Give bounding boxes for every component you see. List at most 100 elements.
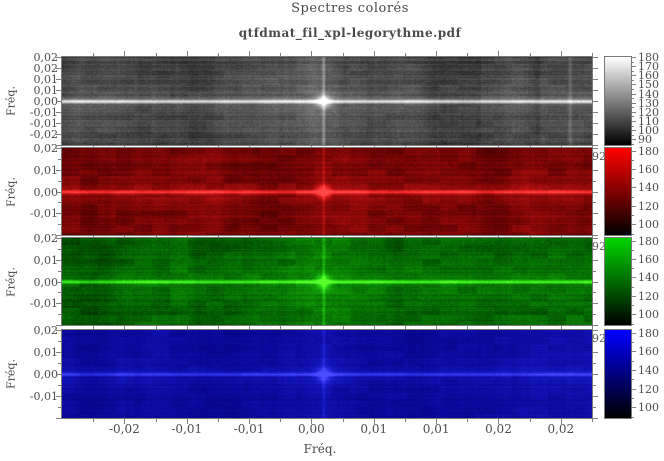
colorbar-tick (631, 98, 634, 99)
colorbar-tick (631, 94, 636, 95)
x-tick (498, 324, 499, 329)
x-tick-label: 0,01 (422, 422, 450, 436)
spectrogram-image-green (62, 238, 592, 325)
y-tick (58, 224, 61, 225)
colorbar-tick (631, 57, 636, 58)
x-tick (280, 326, 281, 329)
colorbar-tick (631, 187, 636, 188)
x-tick (311, 419, 312, 424)
y-tick (56, 57, 61, 58)
colorbar-tick (631, 305, 634, 306)
x-tick (530, 419, 531, 422)
figure-title: Spectres colorés (291, 1, 409, 16)
colorbar-tick-label: 160 (638, 345, 659, 358)
colorbar-tick-label: 170 (638, 60, 659, 73)
x-tick (405, 53, 406, 56)
colorbar-tick-label: 100 (638, 218, 659, 231)
colorbar-tick (631, 139, 636, 140)
y-tick (56, 303, 61, 304)
x-tick (436, 51, 437, 56)
y-tick-label: -0,01 (29, 390, 58, 403)
y-tick-label: 0,00 (33, 368, 59, 381)
x-tick-label: 0,01 (360, 422, 388, 436)
x-tick (311, 51, 312, 56)
y-tick (593, 134, 598, 135)
colorbar-tick (631, 80, 634, 81)
y-tick (56, 145, 61, 146)
colorbar-tick (631, 224, 636, 225)
x-tick (530, 326, 531, 329)
y-tick (56, 79, 61, 80)
colorbar-tick-label: 110 (638, 115, 659, 128)
x-tick (498, 51, 499, 56)
y-tick (593, 79, 598, 80)
y-tick (593, 181, 596, 182)
x-tick (561, 419, 562, 424)
y-tick (593, 192, 598, 193)
colorbar-tick (631, 84, 636, 85)
y-tick-label: 0,00 (33, 275, 59, 289)
y-tick (56, 352, 61, 353)
y-tick (593, 325, 598, 326)
colorbar-tick-label: 100 (638, 124, 659, 137)
y-tick (593, 303, 598, 304)
y-tick-label: -0,02 (29, 128, 58, 141)
y-axis-label: Fréq. (4, 86, 18, 116)
colorbar-tick (631, 126, 634, 127)
colorbar-tick-label: 140 (638, 271, 659, 284)
y-tick (56, 134, 61, 135)
y-tick (56, 213, 61, 214)
y-tick (593, 202, 596, 203)
colorbar-tick (631, 66, 636, 67)
colorbar-tick (631, 178, 634, 179)
x-tick (561, 324, 562, 329)
colorbar-tick (631, 287, 634, 288)
x-tick (156, 53, 157, 56)
y-tick (593, 235, 598, 236)
y-tick-label: 0,02 (33, 51, 59, 64)
y-tick (58, 249, 61, 250)
y-tick (56, 123, 61, 124)
colorbar-tick-label: 160 (638, 69, 659, 82)
y-tick (593, 145, 598, 146)
colorbar-tick (631, 324, 634, 325)
y-tick (58, 314, 61, 315)
y-tick-label: 0,01 (33, 253, 59, 267)
colorbar-tick-label: 100 (638, 308, 659, 321)
colorbar-tick (631, 75, 636, 76)
y-tick (58, 271, 61, 272)
y-tick (593, 374, 598, 375)
y-tick (56, 374, 61, 375)
y-tick (56, 112, 61, 113)
y-tick (593, 282, 598, 283)
y-tick (593, 213, 598, 214)
x-tick (498, 419, 499, 424)
y-axis-label: Fréq. (4, 176, 18, 207)
y-axis-label: Fréq. (4, 359, 18, 389)
spectrogram-panel-blue (61, 329, 593, 419)
x-tick (592, 419, 593, 422)
x-axis-label: Fréq. (303, 442, 337, 456)
x-tick (436, 419, 437, 424)
y-tick-label: 0,01 (33, 163, 59, 177)
y-tick (593, 385, 596, 386)
colorbar-tick-label: 140 (638, 364, 659, 377)
y-tick (593, 123, 598, 124)
colorbar-tick (631, 389, 636, 390)
x-tick (93, 419, 94, 422)
spectrogram-panel-red (61, 147, 593, 236)
y-tick-label: 0,00 (33, 185, 59, 199)
y-tick (593, 396, 598, 397)
x-tick (467, 419, 468, 422)
colorbar-tick-label: 130 (638, 97, 659, 110)
y-tick (593, 170, 598, 171)
colorbar-red (604, 147, 632, 236)
x-tick (311, 324, 312, 329)
y-tick (593, 238, 598, 239)
colorbar-tick (631, 342, 634, 343)
corner-label-fragment: 92 (592, 240, 606, 253)
y-tick (56, 238, 61, 239)
colorbar-tick (631, 379, 634, 380)
y-tick (56, 68, 61, 69)
colorbar-tick (631, 135, 634, 136)
